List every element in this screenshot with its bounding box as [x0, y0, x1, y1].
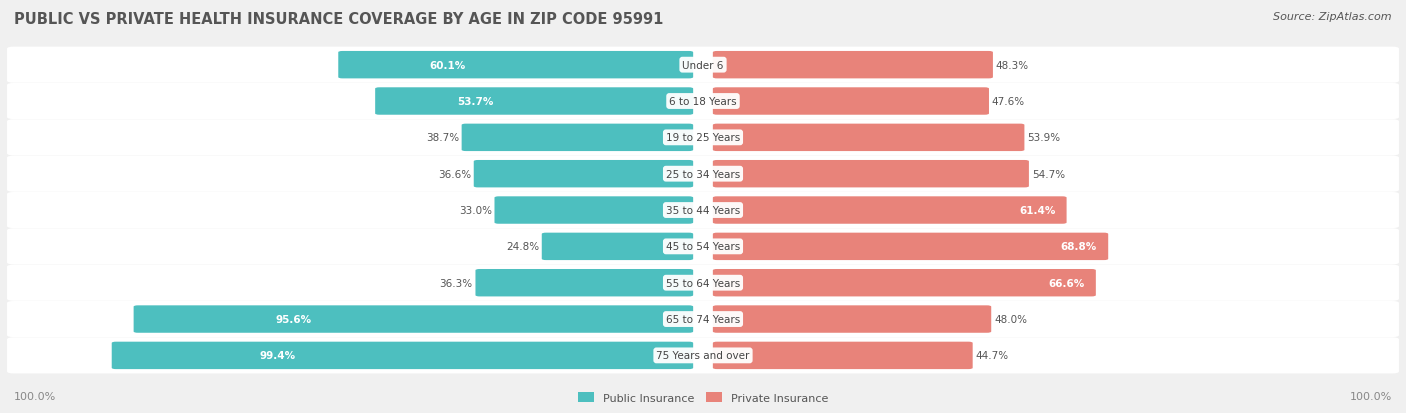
FancyBboxPatch shape [713, 306, 991, 333]
Text: 35 to 44 Years: 35 to 44 Years [666, 206, 740, 216]
FancyBboxPatch shape [713, 88, 988, 116]
FancyBboxPatch shape [7, 47, 1399, 83]
FancyBboxPatch shape [461, 124, 693, 152]
FancyBboxPatch shape [713, 197, 1067, 224]
FancyBboxPatch shape [713, 124, 1025, 152]
Text: PUBLIC VS PRIVATE HEALTH INSURANCE COVERAGE BY AGE IN ZIP CODE 95991: PUBLIC VS PRIVATE HEALTH INSURANCE COVER… [14, 12, 664, 27]
Text: 38.7%: 38.7% [426, 133, 458, 143]
FancyBboxPatch shape [713, 342, 973, 369]
FancyBboxPatch shape [7, 337, 1399, 373]
Text: 36.6%: 36.6% [437, 169, 471, 179]
FancyBboxPatch shape [713, 52, 993, 79]
Text: Under 6: Under 6 [682, 61, 724, 71]
FancyBboxPatch shape [7, 265, 1399, 301]
Text: 55 to 64 Years: 55 to 64 Years [666, 278, 740, 288]
Text: 24.8%: 24.8% [506, 242, 538, 252]
Text: 66.6%: 66.6% [1049, 278, 1084, 288]
FancyBboxPatch shape [541, 233, 693, 261]
FancyBboxPatch shape [713, 233, 1108, 261]
FancyBboxPatch shape [7, 192, 1399, 228]
Text: 99.4%: 99.4% [259, 351, 295, 361]
FancyBboxPatch shape [495, 197, 693, 224]
Text: 53.9%: 53.9% [1028, 133, 1060, 143]
FancyBboxPatch shape [111, 342, 693, 369]
Text: 68.8%: 68.8% [1060, 242, 1097, 252]
Text: 61.4%: 61.4% [1019, 206, 1056, 216]
FancyBboxPatch shape [7, 120, 1399, 156]
Text: 95.6%: 95.6% [276, 314, 312, 324]
Text: 48.0%: 48.0% [994, 314, 1026, 324]
Text: 36.3%: 36.3% [440, 278, 472, 288]
Text: 48.3%: 48.3% [995, 61, 1029, 71]
Text: 33.0%: 33.0% [458, 206, 492, 216]
Text: 47.6%: 47.6% [991, 97, 1025, 107]
Text: 60.1%: 60.1% [429, 61, 465, 71]
FancyBboxPatch shape [475, 269, 693, 297]
Text: 100.0%: 100.0% [1350, 392, 1392, 401]
FancyBboxPatch shape [7, 156, 1399, 192]
Text: 25 to 34 Years: 25 to 34 Years [666, 169, 740, 179]
FancyBboxPatch shape [713, 161, 1029, 188]
FancyBboxPatch shape [7, 301, 1399, 337]
Text: 53.7%: 53.7% [457, 97, 494, 107]
FancyBboxPatch shape [474, 161, 693, 188]
Text: 6 to 18 Years: 6 to 18 Years [669, 97, 737, 107]
FancyBboxPatch shape [7, 84, 1399, 120]
FancyBboxPatch shape [713, 269, 1095, 297]
Text: 45 to 54 Years: 45 to 54 Years [666, 242, 740, 252]
Text: 19 to 25 Years: 19 to 25 Years [666, 133, 740, 143]
FancyBboxPatch shape [339, 52, 693, 79]
Text: 44.7%: 44.7% [976, 351, 1008, 361]
Text: Source: ZipAtlas.com: Source: ZipAtlas.com [1274, 12, 1392, 22]
Text: 65 to 74 Years: 65 to 74 Years [666, 314, 740, 324]
Text: 54.7%: 54.7% [1032, 169, 1064, 179]
FancyBboxPatch shape [7, 229, 1399, 265]
Text: 100.0%: 100.0% [14, 392, 56, 401]
FancyBboxPatch shape [134, 306, 693, 333]
Legend: Public Insurance, Private Insurance: Public Insurance, Private Insurance [574, 388, 832, 408]
Text: 75 Years and over: 75 Years and over [657, 351, 749, 361]
FancyBboxPatch shape [375, 88, 693, 116]
